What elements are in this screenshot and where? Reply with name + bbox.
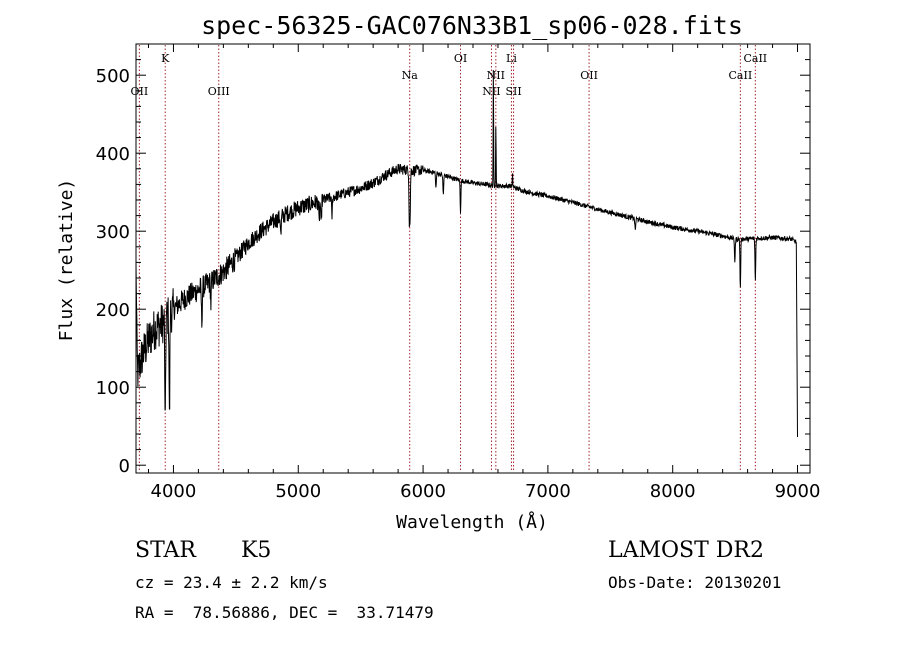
line-marker-label: SII [505, 85, 521, 98]
redshift-value: cz = 23.4 ± 2.2 km/s [135, 573, 328, 592]
line-marker-label: CaII [743, 52, 767, 65]
x-axis-label: Wavelength (Å) [396, 511, 548, 533]
object-subclass: K5 [241, 538, 272, 563]
line-marker-label: OII [580, 69, 598, 82]
observation-date: Obs-Date: 20130201 [608, 573, 782, 592]
survey-name: LAMOST DR2 [608, 538, 764, 563]
y-tick-label: 500 [96, 66, 130, 87]
line-marker-label: OII [131, 85, 149, 98]
x-tick-label: 6000 [400, 481, 446, 502]
y-tick-label: 300 [96, 222, 130, 243]
y-tick-label: 400 [96, 144, 130, 165]
coordinates: RA = 78.56886, DEC = 33.71479 [135, 603, 434, 622]
line-marker-label: OI [454, 52, 467, 65]
x-tick-label: 4000 [151, 481, 197, 502]
line-marker-label: Li [506, 52, 517, 65]
spectrum-line [135, 70, 798, 438]
x-tick-label: 7000 [525, 481, 571, 502]
x-tick-label: 9000 [775, 481, 821, 502]
chart-title: spec-56325-GAC076N33B1_sp06-028.fits [201, 11, 743, 40]
line-marker-label: CaII [729, 69, 753, 82]
x-axis-ticks: 4000 5000 6000 7000 8000 9000 [147, 44, 821, 502]
x-tick-label: 5000 [275, 481, 321, 502]
plot-frame [135, 43, 811, 474]
y-tick-label: 200 [96, 300, 130, 321]
y-axis-ticks: 0 100 200 300 400 500 [96, 59, 810, 477]
line-marker-label: Na [402, 69, 419, 82]
line-marker-label: NII [487, 69, 505, 82]
line-marker-label: NII [482, 85, 500, 98]
line-marker-label: K [161, 52, 170, 65]
line-marker-label: OIII [208, 85, 230, 98]
y-axis-label: Flux (relative) [56, 179, 77, 342]
object-class: STAR [135, 538, 196, 563]
y-tick-label: 100 [96, 378, 130, 399]
x-tick-label: 8000 [650, 481, 696, 502]
y-tick-label: 0 [119, 456, 130, 477]
